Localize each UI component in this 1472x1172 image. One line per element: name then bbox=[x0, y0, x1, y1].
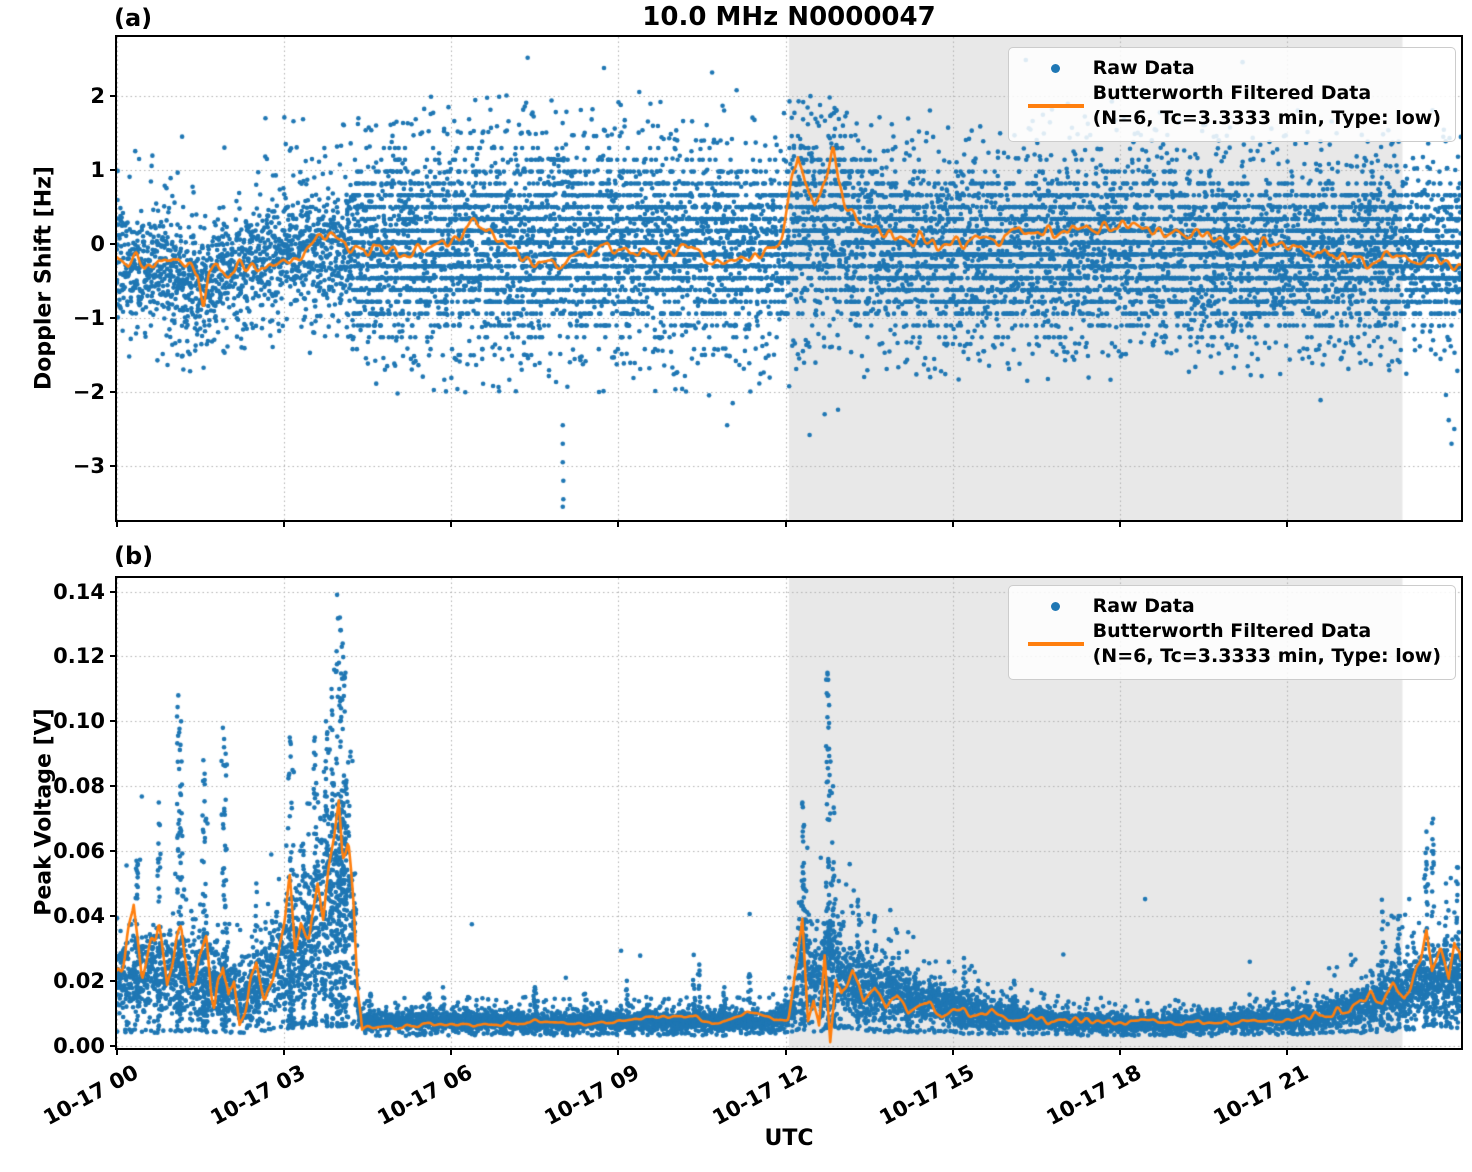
y-tick-mark bbox=[110, 243, 117, 246]
legend-raw-entry: Raw Data bbox=[1019, 594, 1441, 619]
panel-b-tag: (b) bbox=[114, 542, 154, 570]
y-tick-label: −2 bbox=[72, 380, 105, 405]
panel-b-legend: Raw Data Butterworth Filtered Data (N=6,… bbox=[1007, 585, 1456, 680]
x-tick-label: 10-17 15 bbox=[875, 1060, 979, 1130]
legend-filtered-sublabel: (N=6, Tc=3.3333 min, Type: low) bbox=[1092, 645, 1441, 667]
panel-b-plot-area: Raw Data Butterworth Filtered Data (N=6,… bbox=[39, 576, 1463, 1130]
y-tick-mark bbox=[110, 169, 117, 172]
y-tick-label: −1 bbox=[72, 306, 105, 331]
x-tick-mark bbox=[283, 520, 286, 527]
y-tick-mark bbox=[110, 655, 117, 658]
legend-raw-label: Raw Data bbox=[1092, 595, 1195, 617]
x-tick-mark bbox=[951, 1048, 954, 1055]
y-tick-label: 0.08 bbox=[53, 774, 105, 799]
y-tick-label: 0 bbox=[90, 232, 105, 257]
x-tick-mark bbox=[1118, 520, 1121, 527]
y-tick-label: 2 bbox=[90, 84, 105, 109]
x-tick-mark bbox=[784, 1048, 787, 1055]
y-tick-label: 0.02 bbox=[53, 968, 105, 993]
y-tick-label: 0.14 bbox=[53, 579, 105, 604]
x-tick-label: 10-17 09 bbox=[540, 1060, 644, 1130]
y-tick-label: 0.06 bbox=[53, 839, 105, 864]
y-tick-mark bbox=[110, 1044, 117, 1047]
y-tick-label: 0.00 bbox=[53, 1033, 105, 1058]
figure-title: 10.0 MHz N0000047 bbox=[642, 2, 936, 32]
raw-data-marker-icon bbox=[1051, 602, 1061, 611]
y-tick-label: −3 bbox=[72, 454, 105, 478]
y-tick-mark bbox=[110, 465, 117, 467]
x-tick-mark bbox=[1286, 1048, 1289, 1055]
x-tick-label: 10-17 00 bbox=[39, 1060, 143, 1130]
y-tick-label: 1 bbox=[90, 158, 105, 183]
legend-filtered-label: Butterworth Filtered Data bbox=[1092, 82, 1372, 104]
y-tick-mark bbox=[110, 590, 117, 593]
legend-raw-label: Raw Data bbox=[1092, 57, 1195, 79]
panel-a-plot-area: Raw Data Butterworth Filtered Data (N=6,… bbox=[73, 35, 1463, 527]
x-tick-mark bbox=[617, 520, 620, 527]
filtered-line-marker-icon bbox=[1027, 104, 1084, 108]
panel-b-ylabel: Peak Voltage [V] bbox=[31, 708, 57, 916]
raw-data-marker-icon bbox=[1051, 64, 1061, 73]
x-tick-mark bbox=[116, 520, 118, 527]
x-tick-mark bbox=[784, 520, 787, 527]
legend-filtered-entry: Butterworth Filtered Data (N=6, Tc=3.333… bbox=[1019, 81, 1441, 131]
x-tick-label: 10-17 06 bbox=[373, 1060, 477, 1130]
filtered-line-marker-icon bbox=[1027, 642, 1084, 646]
y-tick-mark bbox=[110, 850, 117, 853]
panel-a-legend: Raw Data Butterworth Filtered Data (N=6,… bbox=[1007, 47, 1456, 142]
y-tick-mark bbox=[110, 914, 117, 917]
legend-filtered-label: Butterworth Filtered Data bbox=[1092, 620, 1372, 642]
y-tick-mark bbox=[110, 317, 117, 320]
x-axis-label: UTC bbox=[764, 1126, 814, 1151]
y-tick-label: 0.12 bbox=[53, 644, 105, 669]
x-tick-mark bbox=[617, 1048, 620, 1055]
x-tick-mark bbox=[450, 520, 453, 527]
x-tick-label: 10-17 03 bbox=[206, 1060, 310, 1130]
legend-filtered-sublabel: (N=6, Tc=3.3333 min, Type: low) bbox=[1092, 107, 1441, 129]
panel-a-tag: (a) bbox=[114, 4, 153, 32]
x-tick-mark bbox=[283, 1048, 286, 1055]
x-tick-label: 10-17 12 bbox=[708, 1060, 811, 1130]
x-tick-mark bbox=[951, 520, 954, 527]
x-tick-mark bbox=[1118, 1048, 1121, 1055]
y-tick-mark bbox=[110, 720, 117, 723]
x-tick-label: 10-17 21 bbox=[1209, 1060, 1313, 1130]
x-tick-label: 10-17 18 bbox=[1042, 1060, 1146, 1130]
panel-a-ylabel: Doppler Shift [Hz] bbox=[31, 166, 57, 390]
y-tick-label: 0.10 bbox=[53, 709, 105, 734]
y-tick-label: 0.04 bbox=[53, 903, 105, 928]
y-tick-mark bbox=[110, 979, 117, 982]
y-tick-mark bbox=[110, 785, 117, 788]
x-tick-mark bbox=[450, 1048, 453, 1055]
legend-filtered-entry: Butterworth Filtered Data (N=6, Tc=3.333… bbox=[1019, 619, 1441, 669]
legend-raw-entry: Raw Data bbox=[1019, 56, 1441, 81]
x-tick-mark bbox=[1286, 520, 1289, 527]
y-tick-mark bbox=[110, 95, 117, 98]
y-tick-mark bbox=[110, 391, 117, 394]
x-tick-mark bbox=[116, 1048, 118, 1055]
